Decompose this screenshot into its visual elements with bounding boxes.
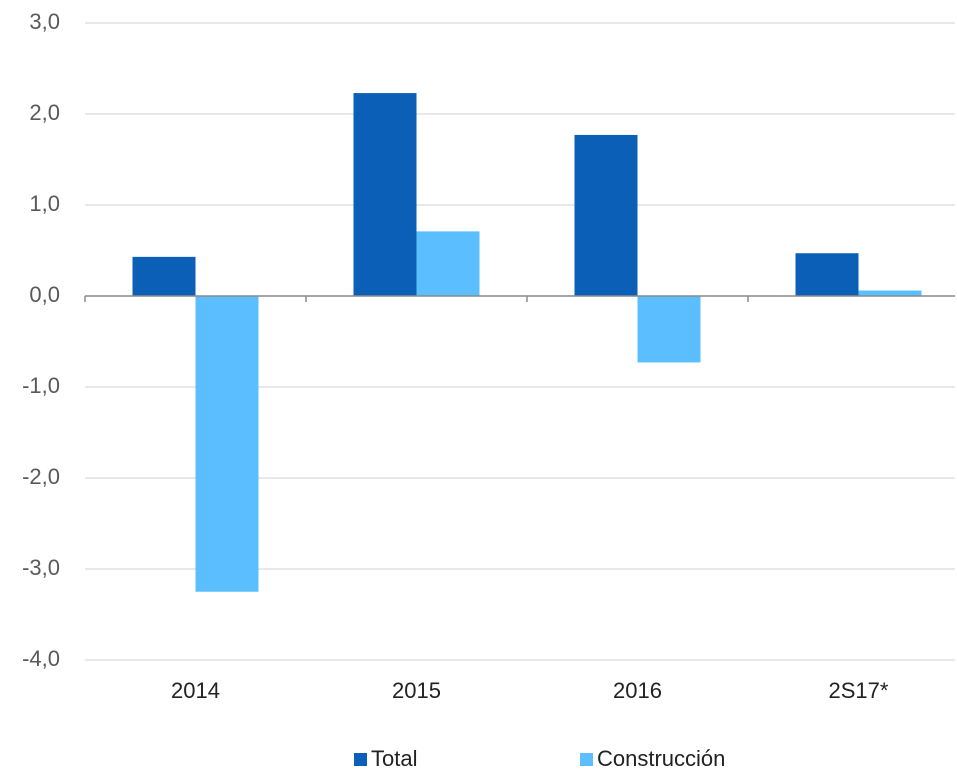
legend-label: Construcción — [597, 746, 725, 771]
legend-swatch — [354, 753, 367, 766]
bar — [416, 231, 480, 296]
y-tick-label: 0,0 — [29, 282, 60, 307]
bar — [195, 296, 259, 592]
x-tick-label: 2015 — [392, 678, 441, 703]
bar — [574, 134, 638, 296]
bar — [858, 290, 922, 296]
bar — [795, 253, 859, 296]
bar — [637, 296, 701, 363]
x-tick-label: 2016 — [613, 678, 662, 703]
bar — [132, 256, 196, 296]
bar — [353, 93, 417, 296]
y-tick-label: -1,0 — [22, 373, 60, 398]
legend-swatch — [580, 753, 593, 766]
y-tick-label: 2,0 — [29, 100, 60, 125]
y-tick-label: 1,0 — [29, 191, 60, 216]
x-tick-label: 2S17* — [829, 678, 889, 703]
legend-label: Total — [371, 746, 417, 771]
y-tick-label: -2,0 — [22, 464, 60, 489]
x-tick-label: 2014 — [171, 678, 220, 703]
y-tick-label: -3,0 — [22, 555, 60, 580]
y-tick-label: 3,0 — [29, 9, 60, 34]
y-tick-label: -4,0 — [22, 646, 60, 671]
